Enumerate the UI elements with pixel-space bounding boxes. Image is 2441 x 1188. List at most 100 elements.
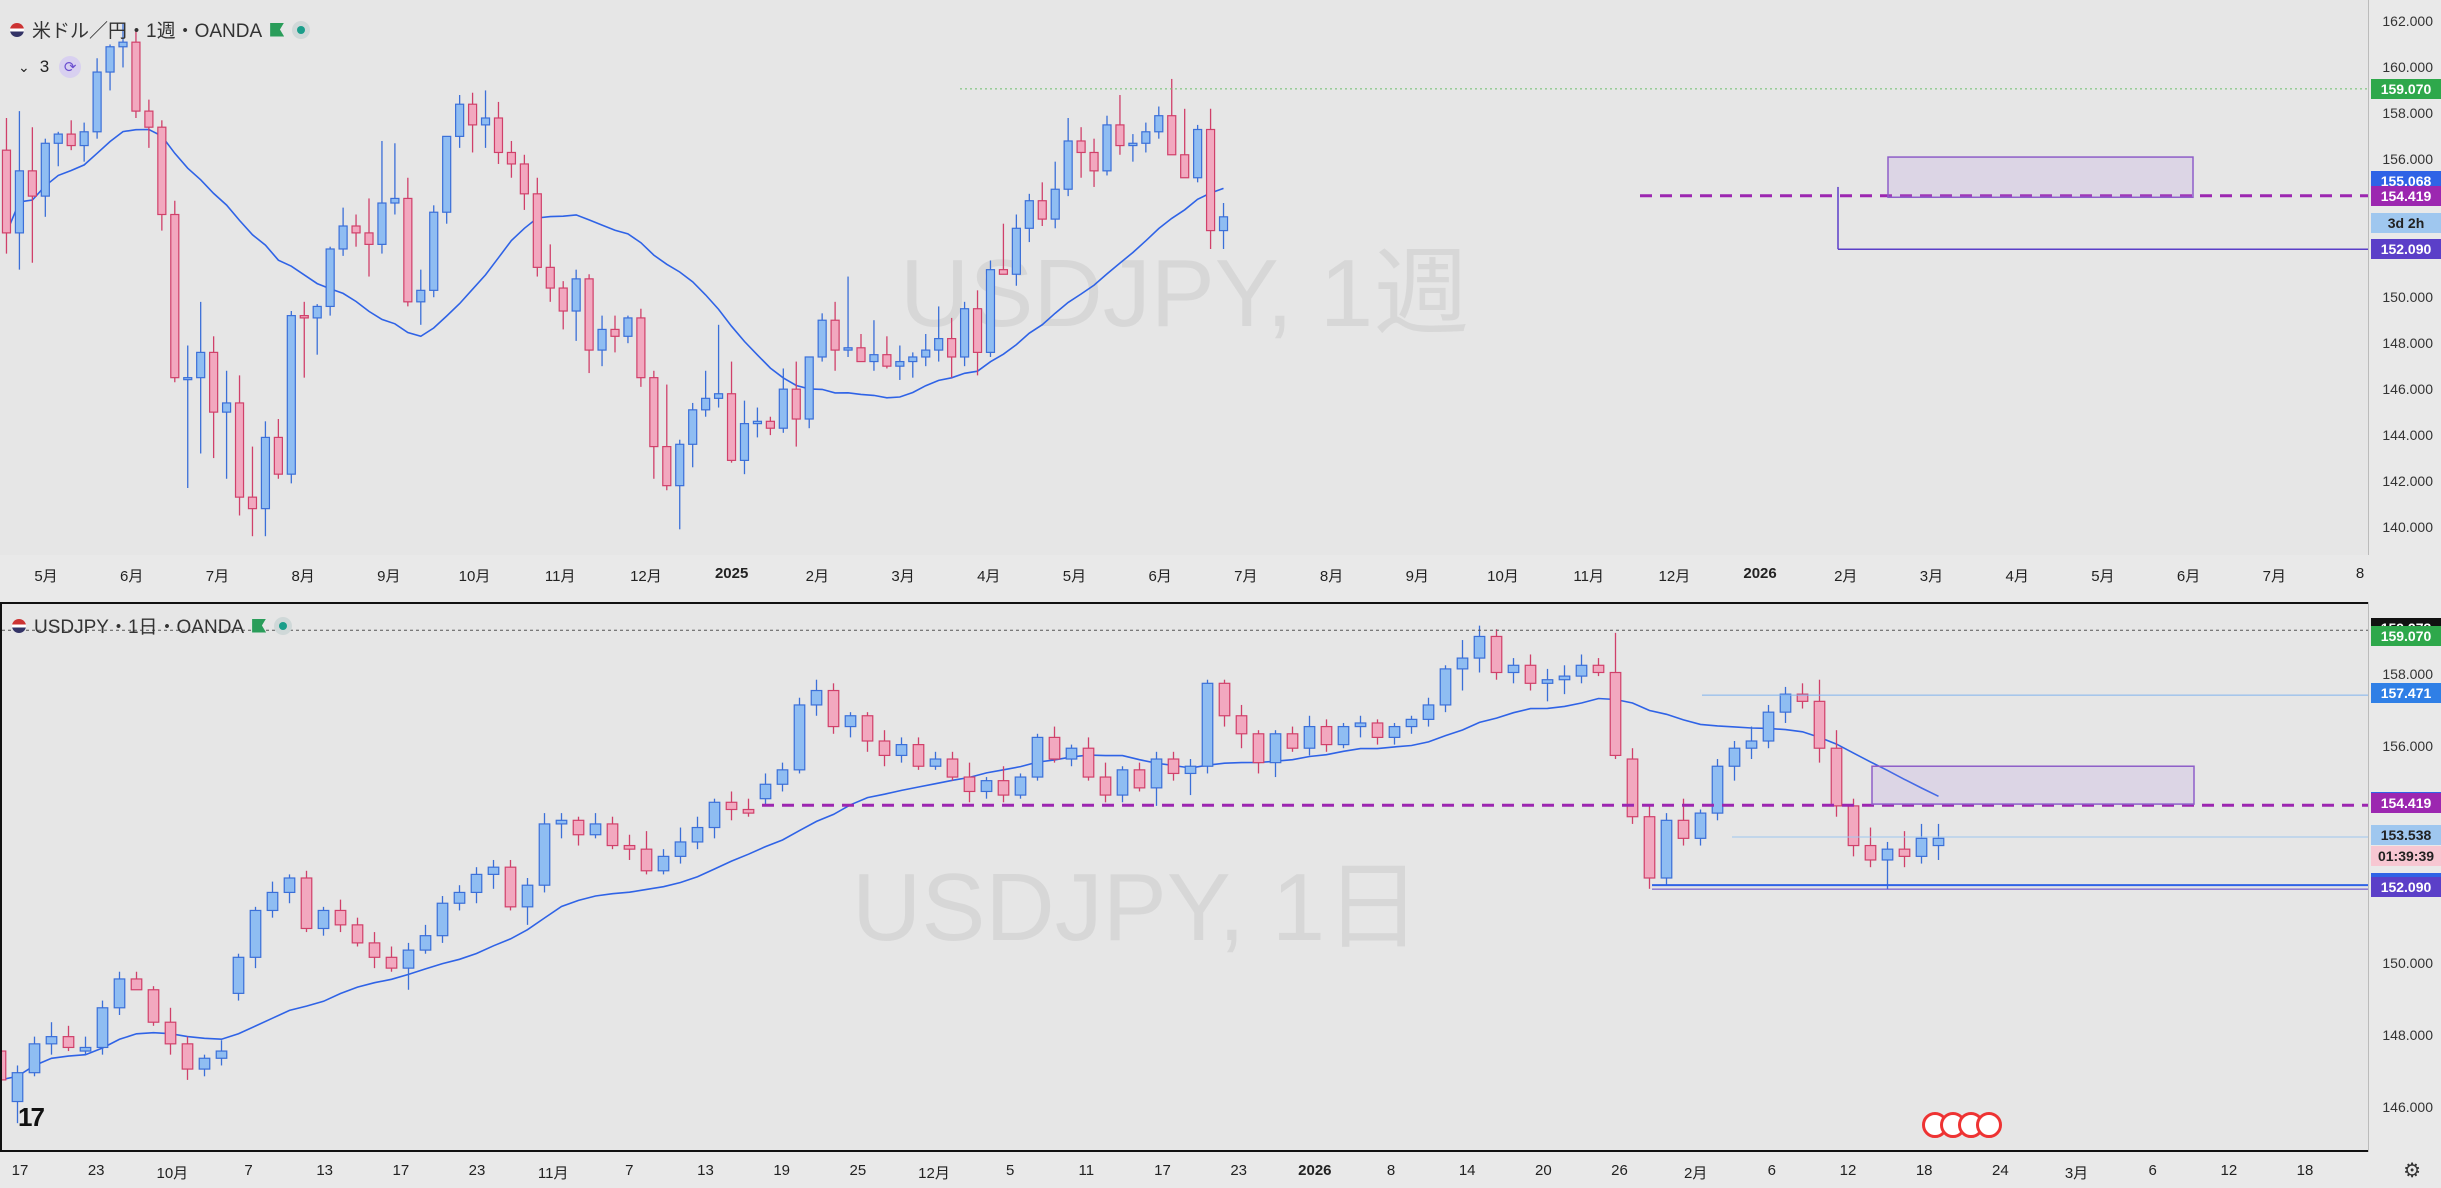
gear-icon[interactable]: ⚙	[2403, 1160, 2421, 1182]
candle	[1089, 138, 1099, 187]
candle-up-body	[1031, 736, 1044, 778]
bottom-price-axis[interactable]: 158.000156.000150.000148.000146.000159.2…	[2368, 602, 2441, 1152]
candle	[1779, 686, 1792, 723]
candle	[164, 1007, 177, 1055]
bottom-legend: USDJPY・1日・OANDA	[12, 612, 293, 639]
candle-up-body	[959, 308, 970, 358]
indicator-count[interactable]: 3	[39, 57, 50, 76]
time-tick: 3月	[1919, 568, 1944, 585]
candle-up-body	[804, 356, 814, 420]
candle	[1, 118, 12, 254]
candle-down-body	[558, 287, 568, 312]
time-tick: 8	[2355, 565, 2365, 582]
weekly-chart-pane[interactable]: USDJPY, 1週 米ドル／円・1週・OANDA ⌄ 3 ⟳	[0, 0, 2441, 555]
candle	[545, 244, 555, 302]
candle	[299, 301, 309, 378]
candle-up-body	[196, 351, 206, 379]
candle	[1115, 95, 1125, 155]
time-tick: 7月	[2262, 568, 2286, 585]
price-tag: 154.419	[2371, 793, 2441, 814]
top-time-axis[interactable]: 5月 6月 7月 8月 9月 10月 11月 12月 2025 2月 3月 4月 5月 6月 7月 8月 9月 1…	[0, 555, 2370, 599]
flag-icon[interactable]	[252, 618, 267, 633]
candle	[1660, 813, 1673, 886]
tradingview-logo[interactable]: 17	[18, 1102, 45, 1132]
sync-icon[interactable]: ⟳	[59, 56, 82, 78]
flag-icon[interactable]	[270, 22, 285, 37]
bottom-time-axis[interactable]: 17 23 10月 7 13 17 23 11月 7 13 19 25 12月 5 11 17 23 2026 8 1…	[0, 1152, 2370, 1188]
time-tick: 18	[1915, 1162, 1933, 1179]
candle	[765, 416, 775, 436]
candle-down-body	[351, 225, 361, 234]
candle-up-body	[921, 349, 931, 358]
candle	[130, 971, 143, 991]
candle-down-body	[385, 956, 398, 969]
candle	[1388, 722, 1401, 745]
candle-up-body	[45, 1036, 58, 1045]
candle	[1099, 762, 1112, 803]
market-open-icon	[292, 20, 311, 39]
candle	[1609, 632, 1622, 760]
candle	[726, 361, 737, 463]
candle	[972, 290, 983, 376]
time-tick: 8月	[291, 568, 315, 585]
candle-down-body	[247, 496, 258, 510]
candle	[640, 831, 653, 875]
candle	[810, 679, 823, 716]
top-symbol-label[interactable]: 米ドル／円・1週・OANDA	[32, 21, 263, 42]
candle-down-body	[830, 319, 840, 351]
candle-down-body	[1626, 758, 1639, 818]
candle-down-body	[1235, 715, 1248, 735]
daily-chart-pane[interactable]: USDJPY, 1日 USDJPY・1日・OANDA	[0, 602, 2441, 1152]
candle-down-body	[351, 924, 364, 944]
candle-up-body	[105, 46, 115, 73]
candle	[532, 177, 542, 277]
weekly-chart-canvas[interactable]	[0, 0, 2370, 555]
bottom-symbol-label[interactable]: USDJPY・1日・OANDA	[34, 617, 245, 638]
candle	[946, 751, 959, 781]
candle	[170, 200, 180, 383]
candle-up-body	[442, 135, 452, 213]
candle	[521, 878, 534, 925]
candle-up-body	[985, 269, 996, 353]
candle	[895, 345, 905, 380]
candle	[28, 1036, 41, 1077]
candle-down-body	[1, 149, 12, 234]
zone-box	[1871, 765, 2195, 805]
candle	[455, 95, 465, 148]
candle	[273, 419, 283, 479]
candle	[1037, 182, 1047, 226]
candle	[1235, 704, 1248, 749]
candle	[606, 816, 619, 850]
chevron-down-icon[interactable]: ⌄	[18, 58, 30, 75]
candle-down-body	[368, 942, 381, 958]
candle	[997, 766, 1010, 803]
candle-down-body	[519, 163, 529, 195]
candle-up-body	[1745, 740, 1758, 749]
candle	[1320, 719, 1333, 752]
candle	[351, 214, 361, 247]
candle-down-body	[1847, 805, 1860, 847]
candle-up-body	[597, 328, 607, 351]
candle	[1354, 715, 1367, 738]
daily-chart-canvas[interactable]	[2, 604, 2370, 1152]
candle	[144, 99, 154, 148]
candle	[947, 317, 957, 378]
event-icon[interactable]	[1976, 1112, 2002, 1138]
candle	[843, 276, 853, 357]
candle-up-body	[895, 360, 905, 367]
candle	[1286, 726, 1299, 752]
candle-down-body	[882, 354, 892, 367]
candle	[196, 301, 206, 454]
time-tick: 4月	[2005, 568, 2029, 585]
top-price-axis[interactable]: 162.000 160.000 158.000 156.000 150.000 148.0…	[2368, 0, 2441, 555]
top-legend: 米ドル／円・1週・OANDA	[10, 16, 311, 43]
candle	[929, 751, 942, 770]
price-tag: 159.070	[2371, 78, 2441, 99]
candle	[791, 361, 801, 447]
candle-up-body	[416, 289, 426, 303]
candle	[1303, 715, 1316, 756]
candle-down-body	[299, 315, 309, 319]
candle	[895, 737, 908, 763]
economic-events[interactable]	[1922, 1112, 2002, 1138]
candle-up-body	[455, 103, 465, 137]
